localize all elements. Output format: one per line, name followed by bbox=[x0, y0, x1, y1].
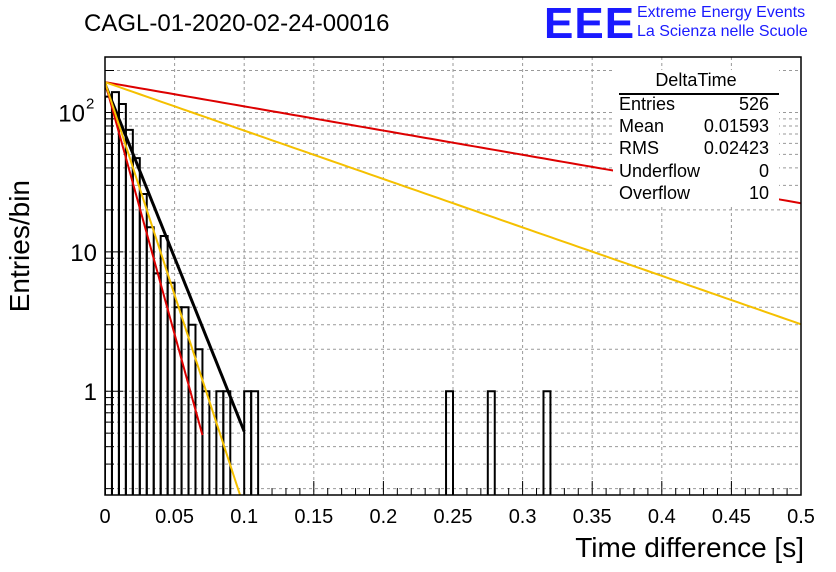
stat-label: Overflow bbox=[619, 183, 691, 203]
histogram-bin bbox=[486, 390, 496, 495]
x-tick-label: 0.05 bbox=[155, 506, 194, 528]
fit-curve bbox=[105, 81, 204, 436]
stat-row-entries: Entries 526 bbox=[619, 94, 769, 116]
y-tick-label: 1 bbox=[84, 379, 97, 406]
histogram-bin bbox=[145, 226, 155, 495]
stats-title: DeltaTime bbox=[655, 70, 737, 90]
histogram-bin bbox=[105, 95, 113, 495]
fit-curve bbox=[105, 81, 801, 326]
logo-line-1: Extreme Energy Events bbox=[637, 4, 806, 21]
histogram-bin bbox=[243, 390, 253, 495]
histogram-bin bbox=[124, 128, 134, 495]
x-axis-label: Time difference [s] bbox=[575, 532, 804, 563]
histogram-bin bbox=[250, 390, 260, 495]
stat-value: 0.02423 bbox=[703, 138, 769, 158]
run-title: CAGL-01-2020-02-24-00016 bbox=[84, 10, 390, 37]
histogram-bin bbox=[131, 157, 141, 495]
stat-value: 0 bbox=[758, 161, 769, 181]
histogram-bin bbox=[222, 390, 232, 495]
x-tick-label: 0.1 bbox=[230, 506, 258, 528]
y-axis-label: Entries/bin bbox=[4, 180, 35, 313]
histogram-bin bbox=[117, 103, 127, 495]
x-tick-label: 0.5 bbox=[787, 506, 815, 528]
stats-divider bbox=[619, 93, 779, 95]
stat-row-mean: Mean 0.01593 bbox=[619, 116, 769, 138]
y-tick-exponent: 2 bbox=[86, 95, 94, 112]
histogram-bin bbox=[159, 234, 169, 495]
plot-frame bbox=[104, 56, 802, 496]
x-tick-label: 0.35 bbox=[573, 506, 612, 528]
stat-label: Underflow bbox=[619, 161, 701, 181]
stat-label: RMS bbox=[619, 138, 659, 158]
x-tick-label: 0 bbox=[99, 506, 110, 528]
fit-curve bbox=[105, 83, 246, 433]
stat-value: 0.01593 bbox=[703, 116, 769, 136]
histogram-bin bbox=[201, 390, 211, 495]
x-tick-label: 0.15 bbox=[294, 506, 333, 528]
stat-row-rms: RMS 0.02423 bbox=[619, 138, 769, 160]
logo-line-2: La Scienza nelle Scuole bbox=[637, 23, 808, 40]
x-tick-label: 0.45 bbox=[712, 506, 751, 528]
stat-row-overflow: Overflow 10 bbox=[619, 183, 769, 205]
x-tick-label: 0.2 bbox=[369, 506, 397, 528]
histogram bbox=[105, 81, 801, 495]
fit-curve bbox=[105, 81, 242, 495]
histogram-bin bbox=[445, 390, 454, 495]
stat-row-underflow: Underflow 0 bbox=[619, 161, 769, 183]
histogram-bin bbox=[542, 390, 552, 495]
stat-value: 526 bbox=[738, 94, 769, 114]
x-tick-label: 0.3 bbox=[509, 506, 537, 528]
stat-label: Entries bbox=[619, 94, 676, 114]
stats-box: DeltaTime Entries 526 Mean 0.01593 RMS 0… bbox=[613, 70, 779, 204]
histogram-bin bbox=[138, 192, 148, 495]
y-tick-label: 10 bbox=[70, 240, 97, 267]
stat-value: 10 bbox=[748, 183, 769, 203]
eee-logo: EEE bbox=[544, 0, 636, 48]
x-tick-label: 0.4 bbox=[648, 506, 676, 528]
stat-label: Mean bbox=[619, 116, 665, 136]
y-tick-label: 10 bbox=[58, 100, 85, 127]
histogram-bin bbox=[152, 272, 162, 495]
x-tick-label: 0.25 bbox=[434, 506, 473, 528]
